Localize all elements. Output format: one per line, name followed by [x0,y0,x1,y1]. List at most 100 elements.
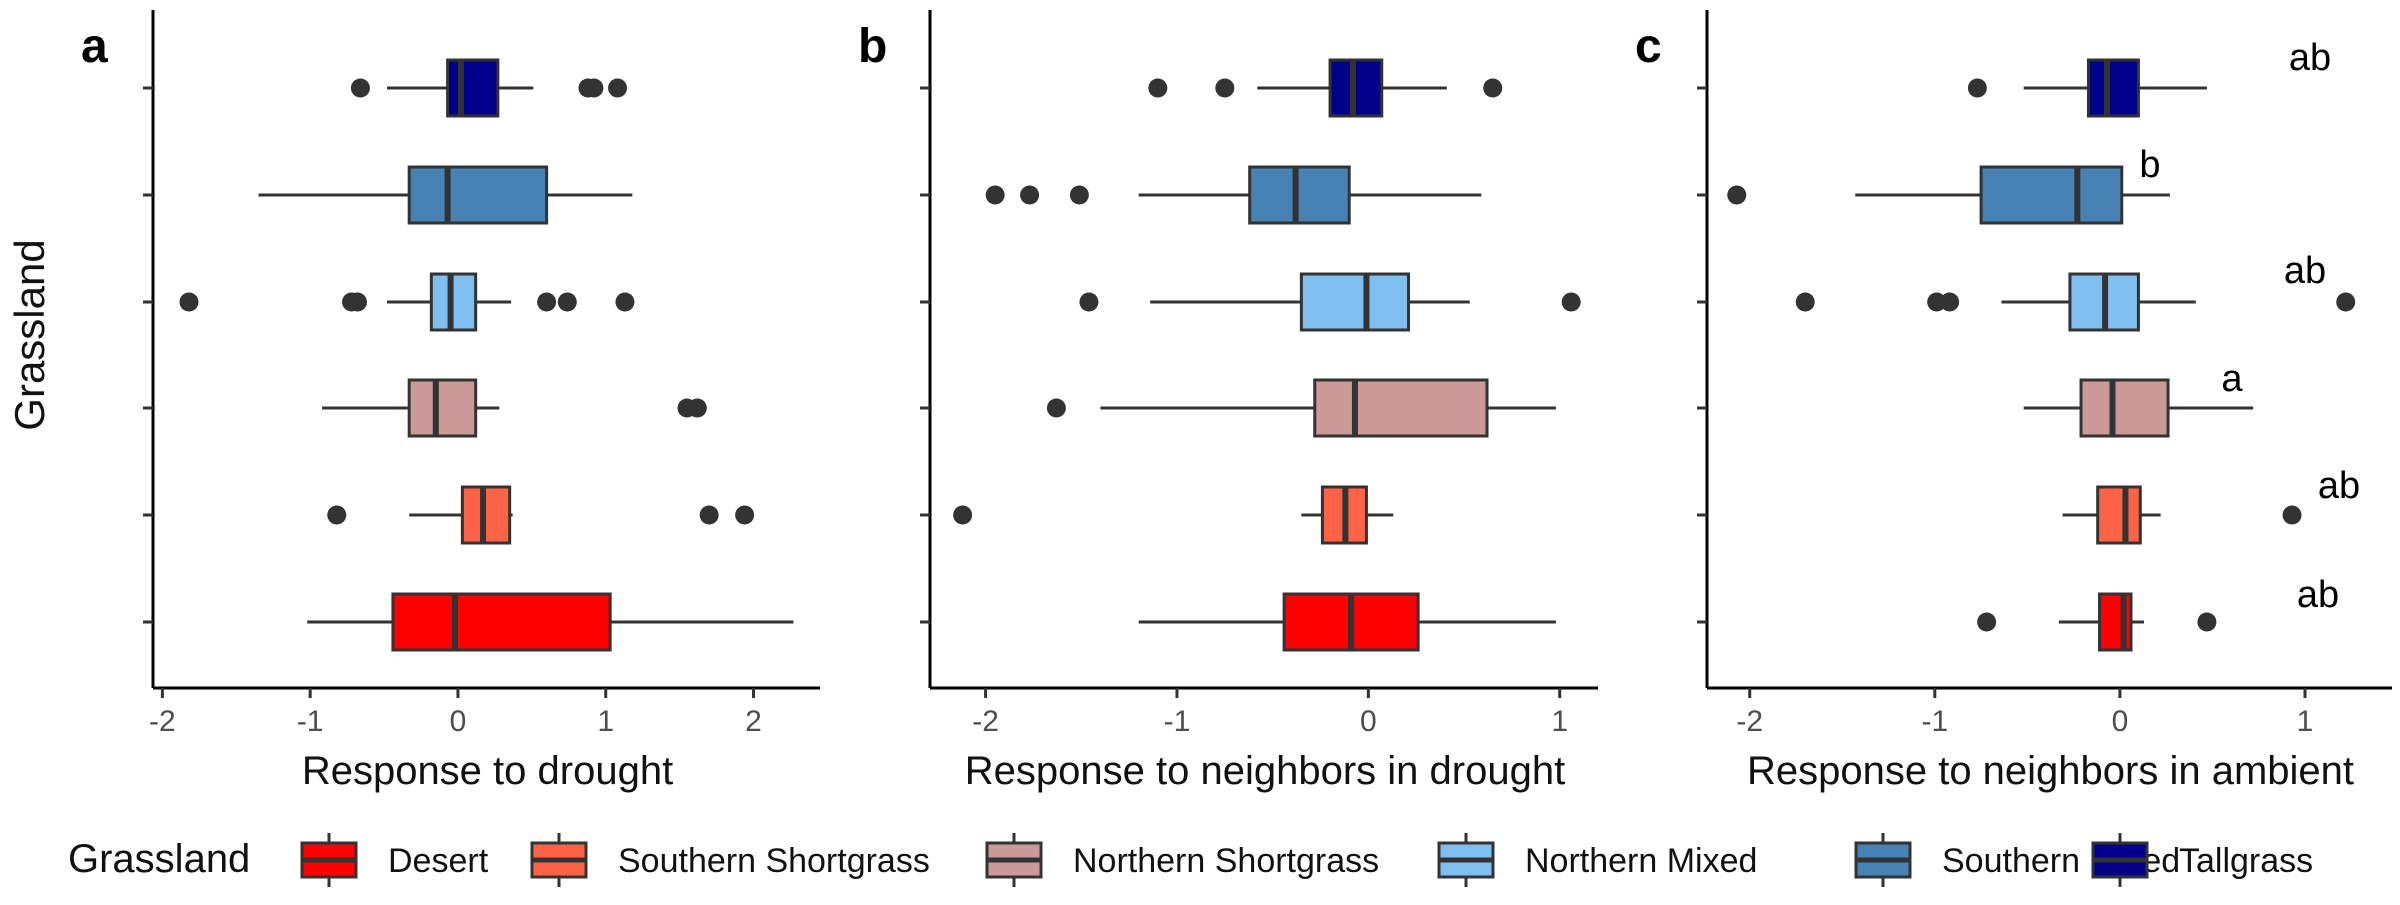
outlier-point [1483,78,1503,98]
x-tick-label: -2 [1736,705,1763,738]
significance-letter: a [2221,358,2243,400]
outlier-point [1079,292,1099,312]
panel-label: b [858,20,887,73]
significance-letter: ab [2284,250,2326,292]
box-desert [1977,592,2217,652]
panel-c: -2 -1 0 1 c Response to neighbors in ambient a… [1635,10,2392,793]
x-tick-label: 1 [597,705,614,738]
x-tick-label: 1 [2297,705,2314,738]
panel-label: a [81,20,108,73]
x-axis-title: Response to neighbors in drought [965,749,1565,793]
box-southern-shortgrass [2062,485,2302,545]
outlier-point [615,292,635,312]
legend-label: Northern Mixed [1525,842,1757,880]
box-desert [307,592,794,652]
outlier-point [1795,292,1815,312]
panel-b: -2 -1 0 1 b Response to neighbors in drought [858,10,1598,793]
panel-label: c [1635,20,1662,73]
outlier-point [735,505,755,525]
x-tick-label: 0 [2112,705,2129,738]
x-tick-label: -1 [1921,705,1948,738]
box-northern-shortgrass [2023,378,2254,438]
outlier-point [953,505,973,525]
box-desert [1138,592,1556,652]
outlier-point [1020,185,1040,205]
box-iqr [407,378,478,438]
outlier-point [985,185,1005,205]
outlier-point [327,505,347,525]
legend-item-northern-mixed: Northern Mixed [1437,833,1757,887]
legend-label: Southern Shortgrass [618,842,930,880]
box-iqr [1979,165,2124,225]
legend-item-southern-shortgrass: Southern Shortgrass [530,833,930,887]
outlier-point [1977,612,1997,632]
outlier-point [1727,185,1747,205]
box-northern-mixed [1795,272,2356,332]
y-axis-title: Grassland [6,239,53,430]
outlier-point [347,292,367,312]
outlier-point [179,292,199,312]
legend-label: Northern Shortgrass [1073,842,1379,880]
x-axis-title: Response to neighbors in ambient [1747,749,2354,793]
outlier-point [1940,292,1960,312]
outlier-point [699,505,719,525]
outlier-point [584,78,604,98]
box-southern-mixed [258,165,633,225]
outlier-point [608,78,628,98]
box-southern-mixed [1727,165,2170,225]
box-tallgrass [1967,58,2207,118]
x-tick-label: 1 [1551,705,1568,738]
x-tick-label: 0 [1360,705,1377,738]
box-southern-shortgrass [327,485,755,545]
outlier-point [2282,505,2302,525]
box-iqr [2096,485,2142,545]
box-tallgrass [1148,58,1503,118]
box-northern-shortgrass [1046,378,1556,438]
x-tick-label: -2 [149,705,176,738]
x-tick-label: -2 [972,705,999,738]
legend-item-tallgrass: Tallgrass [2091,833,2313,887]
x-tick-label: -1 [1164,705,1191,738]
outlier-point [1215,78,1235,98]
outlier-point [1046,398,1066,418]
box-southern-mixed [985,165,1482,225]
outlier-point [687,398,707,418]
outlier-point [1148,78,1168,98]
legend-label: Tallgrass [2179,842,2313,880]
legend-label: Desert [388,842,489,880]
box-iqr [2079,378,2170,438]
outlier-point [2336,292,2356,312]
legend-item-desert: Desert [300,833,489,887]
outlier-point [1069,185,1089,205]
x-tick-label: 2 [745,705,762,738]
legend-title: Grassland [68,837,250,881]
outlier-point [350,78,370,98]
panel-a: -2 -1 0 1 2 a Response to drought [81,10,820,793]
outlier-point [537,292,557,312]
box-tallgrass [350,58,628,118]
outlier-point [1967,78,1987,98]
box-iqr [1299,272,1411,332]
legend-item-northern-shortgrass: Northern Shortgrass [985,833,1379,887]
panels: -2 -1 0 1 2 a Response to drought -2 -1 0 1 b Respon… [81,10,2392,793]
box-northern-mixed [1079,272,1581,332]
box-iqr [391,592,612,652]
x-axis-title: Response to drought [302,749,673,793]
box-northern-mixed [179,272,635,332]
box-northern-shortgrass [321,378,707,438]
significance-letter: b [2139,144,2160,186]
significance-letter: ab [2318,465,2360,507]
outlier-point [557,292,577,312]
outlier-point [1561,292,1581,312]
box-iqr [1248,165,1351,225]
box-southern-shortgrass [953,485,1394,545]
legend: Grassland Desert Southern Shortgrass North… [68,833,2313,887]
box-iqr [2086,58,2140,118]
x-tick-label: 0 [450,705,467,738]
box-iqr [1313,378,1489,438]
significance-letter: ab [2297,574,2339,616]
box-iqr [407,165,549,225]
x-tick-label: -1 [297,705,324,738]
